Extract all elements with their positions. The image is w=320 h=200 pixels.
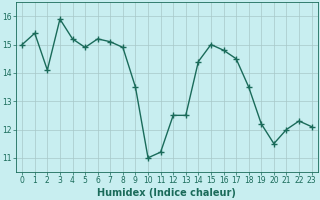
X-axis label: Humidex (Indice chaleur): Humidex (Indice chaleur) bbox=[98, 188, 236, 198]
